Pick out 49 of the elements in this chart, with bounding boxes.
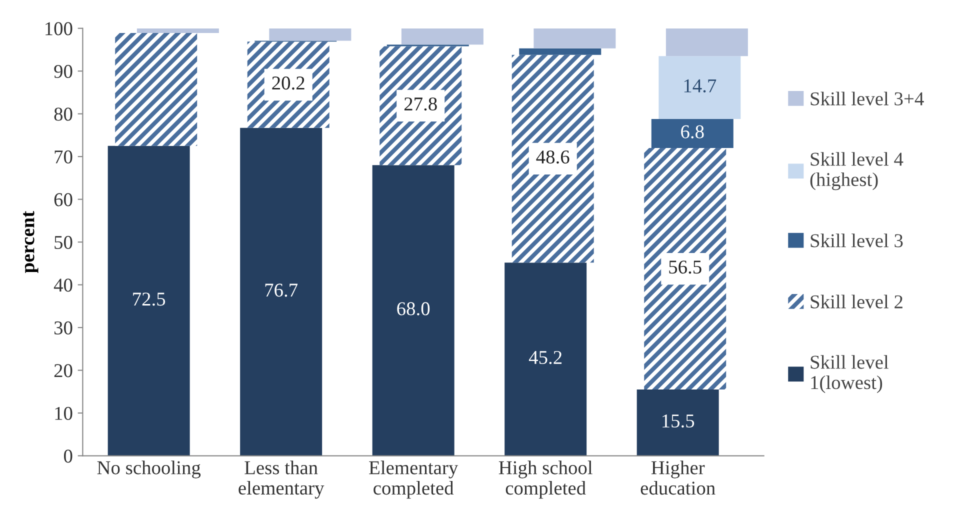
- x-tick-label: Higher education: [640, 460, 716, 495]
- bar: [666, 28, 748, 56]
- y-tick-label: 20: [54, 364, 72, 378]
- data-label: 56.5: [669, 260, 702, 274]
- bar: [651, 118, 734, 148]
- legend-label: Skill level 4 (highest): [810, 152, 904, 190]
- y-tick-label: 60: [54, 193, 72, 206]
- legend-label: Skill level 2: [810, 294, 902, 308]
- data-label: 15.5: [662, 414, 694, 428]
- x-tick-label: Less than elementary: [238, 460, 324, 499]
- bar: [136, 28, 219, 34]
- data-label: 72.5: [133, 292, 166, 306]
- x-tick-label: High school completed: [498, 460, 592, 499]
- y-tick-label: 70: [54, 150, 72, 164]
- bar: [534, 28, 616, 48]
- bar: [658, 56, 741, 119]
- bar: [504, 262, 587, 456]
- legend-label: Skill level 1(lowest): [810, 355, 889, 394]
- bar: [636, 390, 719, 456]
- bar: [644, 148, 726, 390]
- data-label: 20.2: [272, 76, 304, 90]
- y-tick-label: 30: [54, 321, 72, 334]
- legend-label: Skill level 3: [810, 234, 903, 248]
- y-tick-label: 80: [54, 108, 72, 121]
- data-label: 14.7: [684, 79, 716, 92]
- bar: [240, 128, 322, 456]
- data-label: 45.2: [528, 350, 562, 364]
- y-tick-label: 90: [54, 64, 72, 78]
- bar: [519, 48, 602, 55]
- x-tick-label: Elementary completed: [369, 460, 458, 499]
- bar: [512, 54, 594, 263]
- bar: [401, 28, 484, 45]
- data-label: 27.8: [404, 97, 437, 111]
- data-label: 68.0: [397, 302, 430, 316]
- bar: [372, 165, 454, 456]
- data-label: 76.7: [265, 284, 298, 297]
- data-label: 48.6: [536, 150, 570, 164]
- y-tick-label: 40: [54, 278, 72, 292]
- y-tick-label: 0: [64, 450, 72, 463]
- y-tick-label: 10: [55, 406, 72, 420]
- y-axis-title: percent: [23, 210, 38, 273]
- legend-label: Skill level 3+4: [810, 92, 924, 106]
- data-label: 6.8: [681, 125, 704, 138]
- x-tick-label: No schooling: [97, 460, 201, 478]
- bar: [269, 28, 352, 41]
- bar: [115, 33, 198, 146]
- y-tick-label: 100: [46, 22, 72, 36]
- bar: [108, 146, 190, 456]
- y-tick-label: 50: [54, 236, 72, 249]
